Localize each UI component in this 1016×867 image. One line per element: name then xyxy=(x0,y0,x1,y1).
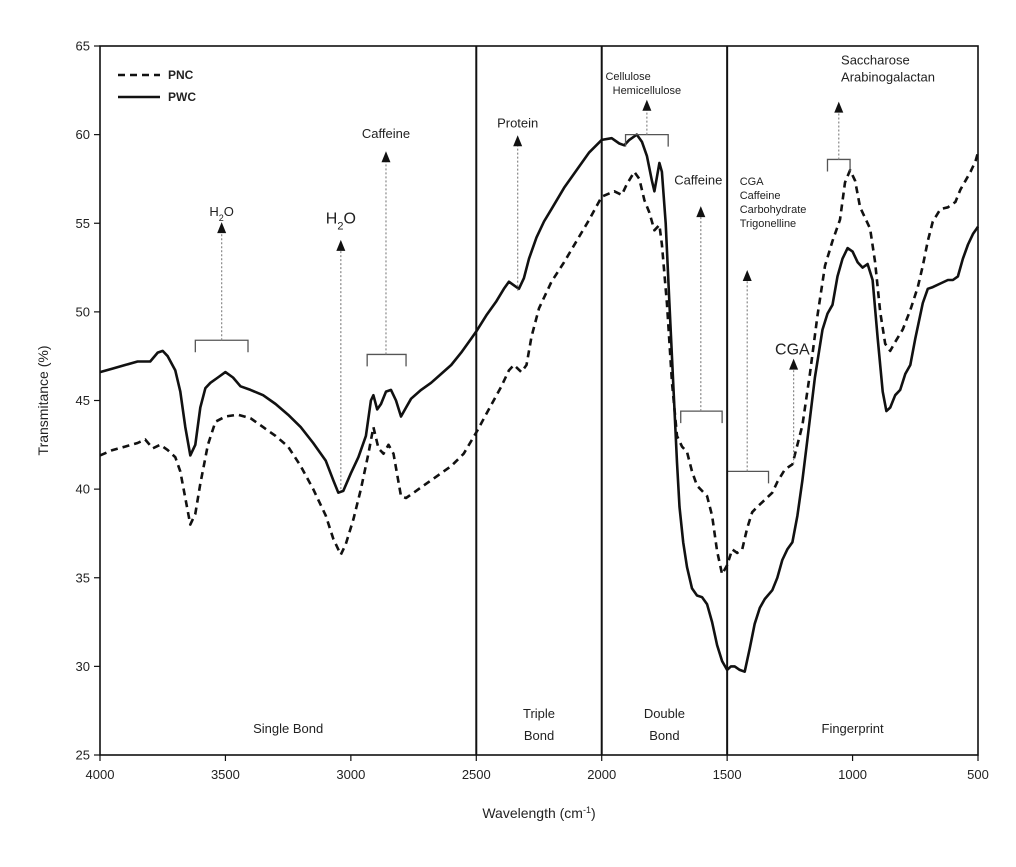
x-axis-title: Wavelength (cm-1) xyxy=(482,805,595,821)
annotation-label-cga-group-0: CGA xyxy=(740,176,765,188)
y-tick-label-55: 55 xyxy=(76,216,90,231)
region-label-1-0: Triple xyxy=(523,706,555,721)
annotation-h2o-1: H2O xyxy=(194,204,249,353)
plot-frame xyxy=(99,45,979,756)
annotation-bracket-caffeine-2 xyxy=(680,410,723,424)
annotation-saccharose: Saccharose Arabinogalactan xyxy=(826,52,935,172)
annotation-bracket-cga-group xyxy=(726,470,770,484)
y-tick-label-60: 60 xyxy=(76,127,90,142)
annotation-label-cga-group-1: Caffeine xyxy=(740,190,781,202)
annotation-arrowhead-protein xyxy=(513,135,523,147)
region-label-2-0: Double xyxy=(644,706,685,721)
x-tick-label-2500: 2500 xyxy=(462,767,491,782)
legend-label-pwc: PWC xyxy=(168,90,196,104)
y-tick-label-40: 40 xyxy=(76,482,90,497)
annotation-label-caffeine-1-0: Caffeine xyxy=(362,126,410,141)
y-tick-label-35: 35 xyxy=(76,570,90,585)
x-tick-label-500: 500 xyxy=(967,767,989,782)
annotation-arrowhead-h2o-2 xyxy=(336,239,346,251)
x-tick-label-1000: 1000 xyxy=(838,767,867,782)
x-tick-label-3000: 3000 xyxy=(336,767,365,782)
y-tick-label-25: 25 xyxy=(76,748,90,763)
annotation-bracket-h2o-1 xyxy=(194,339,249,353)
region-label-1-1: Bond xyxy=(524,728,554,743)
y-tick-label-45: 45 xyxy=(76,393,90,408)
y-tick-label-50: 50 xyxy=(76,304,90,319)
x-tick-label-2000: 2000 xyxy=(587,767,616,782)
legend-label-pnc: PNC xyxy=(168,68,194,82)
annotation-label-cga-group-2: Carbohydrate xyxy=(740,204,807,216)
y-tick-label-65: 65 xyxy=(76,39,90,54)
x-tick-label-4000: 4000 xyxy=(86,767,115,782)
annotation-arrowhead-saccharose xyxy=(834,101,844,113)
annotation-label-protein-0: Protein xyxy=(497,116,538,131)
annotation-arrowhead-cellulose xyxy=(642,99,652,111)
annotation-bracket-cellulose xyxy=(624,133,669,147)
annotation-cga-group: CGA Caffeine Carbohydrate Trigonelline xyxy=(726,176,807,484)
y-tick-label-30: 30 xyxy=(76,659,90,674)
annotation-label-cga-group-3: Trigonelline xyxy=(740,218,796,230)
annotation-bracket-caffeine-1 xyxy=(366,353,407,367)
region-label-3-0: Fingerprint xyxy=(822,721,885,736)
y-axis-title: Transmitance (%) xyxy=(35,346,51,456)
series-line-pnc xyxy=(99,152,980,576)
annotation-label-saccharose-1: Arabinogalactan xyxy=(841,69,935,84)
annotation-label-cellulose-0: Cellulose xyxy=(605,71,650,83)
region-label-0-0: Single Bond xyxy=(253,721,323,736)
annotation-label-saccharose-0: Saccharose xyxy=(841,52,910,67)
annotation-label-caffeine-2-0: Caffeine xyxy=(674,172,722,187)
annotation-arrowhead-cga xyxy=(789,358,799,370)
region-label-2-1: Bond xyxy=(649,728,679,743)
annotation-bracket-saccharose xyxy=(826,158,851,172)
series-line-pwc xyxy=(99,133,980,673)
x-tick-label-1500: 1500 xyxy=(713,767,742,782)
annotation-label-h2o-2: H2O xyxy=(326,210,356,232)
annotation-h2o-2: H2O xyxy=(326,210,356,490)
annotation-arrowhead-cga-group xyxy=(742,269,752,281)
annotation-caffeine-1: Caffeine xyxy=(362,126,410,367)
annotation-arrowhead-h2o-1 xyxy=(217,222,227,234)
annotation-cellulose: Cellulose Hemicellulose xyxy=(605,71,681,147)
annotation-protein: Protein xyxy=(497,116,538,291)
annotation-label-cga-0: CGA xyxy=(775,341,810,358)
annotation-arrowhead-caffeine-1 xyxy=(381,151,391,163)
x-tick-label-3500: 3500 xyxy=(211,767,240,782)
annotation-label-cellulose-1: Hemicellulose xyxy=(613,85,681,97)
annotation-caffeine-2: Caffeine xyxy=(674,172,723,424)
annotation-cga: CGA xyxy=(775,341,810,465)
annotation-arrowhead-caffeine-2 xyxy=(696,206,706,218)
annotation-label-h2o-1: H2O xyxy=(209,204,234,223)
